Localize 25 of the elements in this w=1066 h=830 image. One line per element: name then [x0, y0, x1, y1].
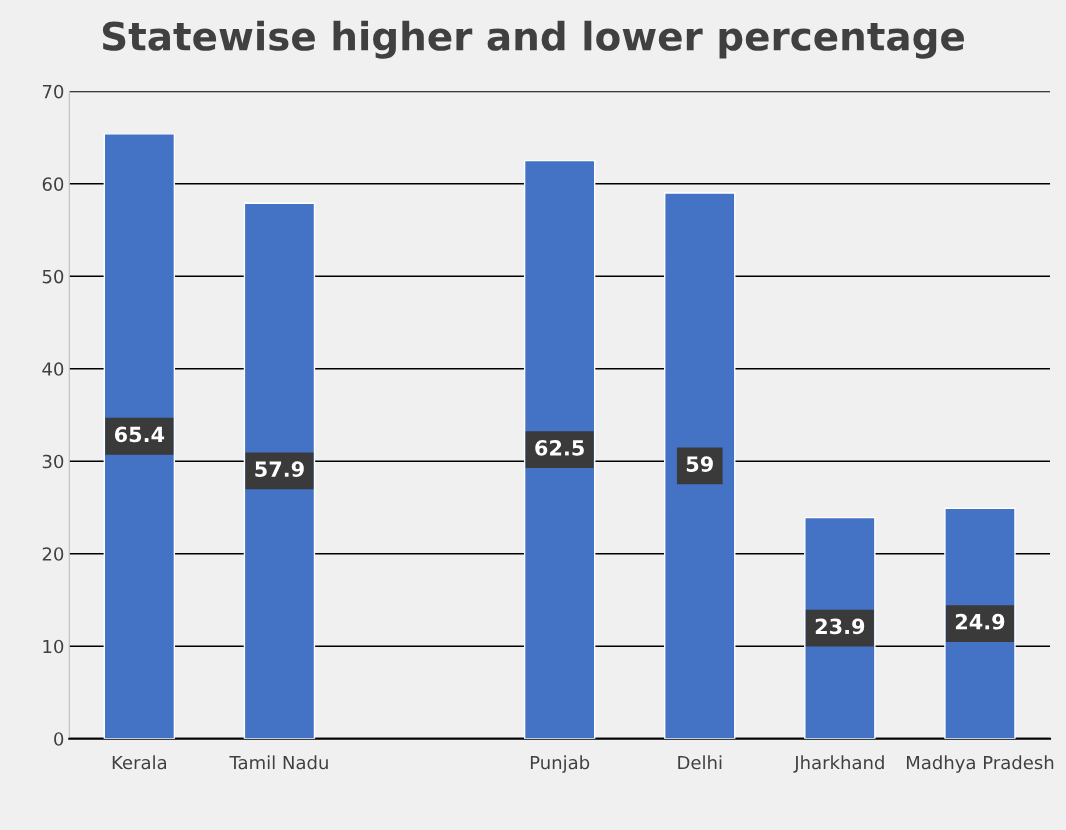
y-tick-label: 50 — [42, 269, 64, 284]
x-tick-label: Tamil Nadu — [229, 755, 328, 770]
y-tick-label: 60 — [42, 177, 64, 191]
x-tick-label: Jharkhand — [793, 755, 884, 773]
y-tick-label: 30 — [42, 454, 64, 469]
bar — [243, 202, 316, 739]
data-label: 65.4 — [114, 426, 165, 443]
x-tick-label: Madhya Pradesh — [906, 755, 1054, 773]
x-tick-label: Punjab — [530, 755, 590, 773]
data-label: 59 — [686, 456, 713, 472]
chart-title: Statewise higher and lower percentage — [102, 20, 964, 59]
y-tick-label: 70 — [42, 84, 64, 99]
x-tick-label: Delhi — [678, 755, 722, 770]
y-tick-label: 10 — [43, 639, 64, 654]
bar — [664, 192, 736, 739]
y-tick-label: 0 — [54, 732, 64, 746]
x-tick-label: Kerala — [112, 755, 167, 770]
data-label: 62.5 — [535, 439, 584, 456]
data-label: 23.9 — [815, 618, 865, 635]
y-tick-label: 20 — [42, 547, 64, 561]
y-tick-label: 40 — [42, 362, 64, 376]
data-label: 57.9 — [255, 461, 304, 477]
bar — [523, 159, 596, 739]
data-label: 24.9 — [955, 613, 1005, 630]
bar — [103, 133, 176, 739]
